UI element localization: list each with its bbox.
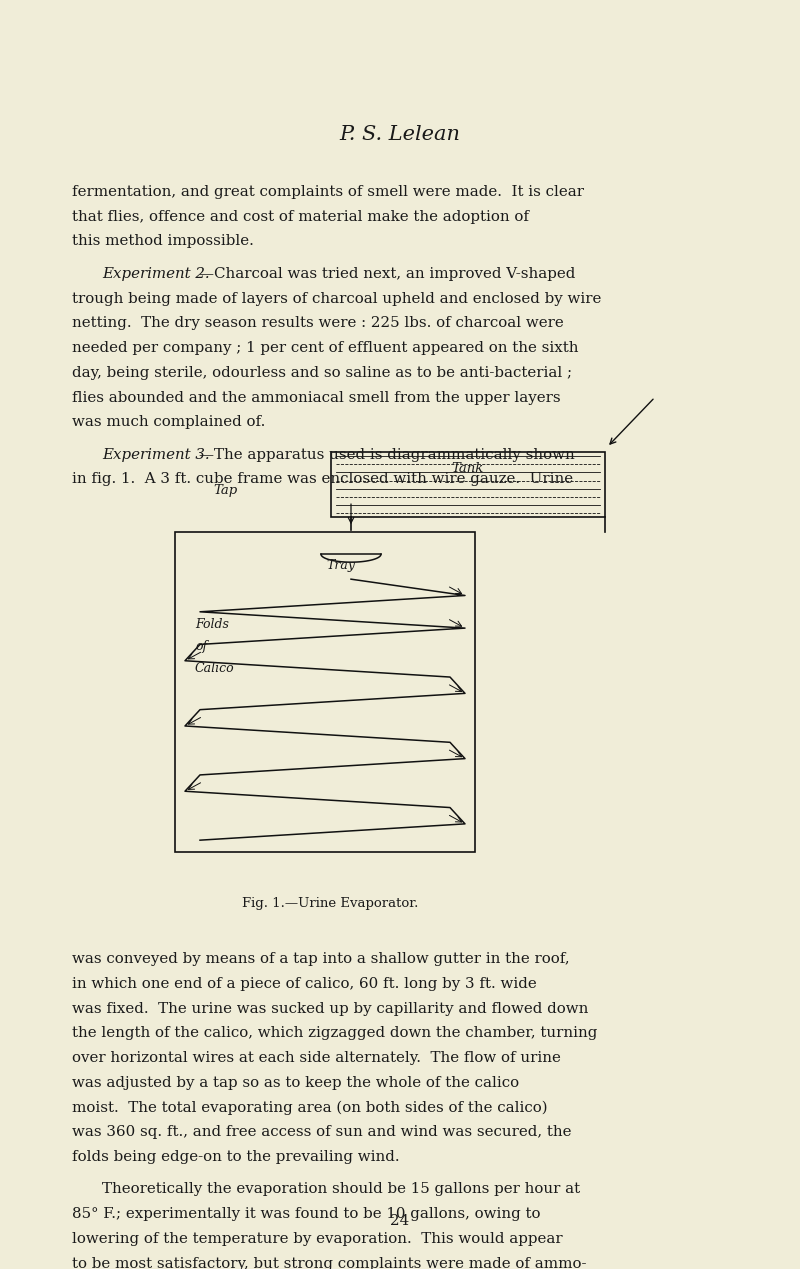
Text: Folds: Folds: [195, 618, 229, 631]
Text: lowering of the temperature by evaporation.  This would appear: lowering of the temperature by evaporati…: [72, 1232, 562, 1246]
Text: Tank: Tank: [452, 462, 484, 475]
Text: the length of the calico, which zigzagged down the chamber, turning: the length of the calico, which zigzagge…: [72, 1027, 598, 1041]
Text: netting.  The dry season results were : 225 lbs. of charcoal were: netting. The dry season results were : 2…: [72, 316, 564, 330]
Text: that flies, offence and cost of material make the adoption of: that flies, offence and cost of material…: [72, 209, 529, 223]
Bar: [175, 532, 475, 853]
Text: —Charcoal was tried next, an improved V-shaped: —Charcoal was tried next, an improved V-…: [199, 266, 575, 280]
Text: 85° F.; experimentally it was found to be 10 gallons, owing to: 85° F.; experimentally it was found to b…: [72, 1207, 541, 1221]
Text: over horizontal wires at each side alternately.  The flow of urine: over horizontal wires at each side alter…: [72, 1051, 561, 1065]
Text: P. S. Lelean: P. S. Lelean: [339, 126, 461, 145]
Text: day, being sterile, odourless and so saline as to be anti-bacterial ;: day, being sterile, odourless and so sal…: [72, 365, 572, 379]
Text: was fixed.  The urine was sucked up by capillarity and flowed down: was fixed. The urine was sucked up by ca…: [72, 1001, 588, 1015]
Text: was much complained of.: was much complained of.: [72, 415, 266, 429]
Text: Tap: Tap: [213, 485, 237, 497]
Text: Calico: Calico: [195, 661, 234, 675]
Text: was 360 sq. ft., and free access of sun and wind was secured, the: was 360 sq. ft., and free access of sun …: [72, 1126, 571, 1140]
Text: trough being made of layers of charcoal upheld and enclosed by wire: trough being made of layers of charcoal …: [72, 292, 602, 306]
Text: this method impossible.: this method impossible.: [72, 235, 254, 249]
Text: fermentation, and great complaints of smell were made.  It is clear: fermentation, and great complaints of sm…: [72, 185, 584, 199]
Text: to be most satisfactory, but strong complaints were made of ammo-: to be most satisfactory, but strong comp…: [72, 1256, 586, 1269]
Text: 24: 24: [390, 1214, 410, 1228]
Text: was conveyed by means of a tap into a shallow gutter in the roof,: was conveyed by means of a tap into a sh…: [72, 952, 570, 966]
Text: Theoretically the evaporation should be 15 gallons per hour at: Theoretically the evaporation should be …: [102, 1183, 580, 1197]
Text: Fig. 1.—Urine Evaporator.: Fig. 1.—Urine Evaporator.: [242, 897, 418, 910]
Text: flies abounded and the ammoniacal smell from the upper layers: flies abounded and the ammoniacal smell …: [72, 391, 561, 405]
Text: moist.  The total evaporating area (on both sides of the calico): moist. The total evaporating area (on bo…: [72, 1100, 547, 1115]
Text: was adjusted by a tap so as to keep the whole of the calico: was adjusted by a tap so as to keep the …: [72, 1076, 519, 1090]
Text: in fig. 1.  A 3 ft. cube frame was enclosed with wire gauze.  Urine: in fig. 1. A 3 ft. cube frame was enclos…: [72, 472, 573, 486]
Text: folds being edge-on to the prevailing wind.: folds being edge-on to the prevailing wi…: [72, 1150, 400, 1164]
Text: Experiment 3.: Experiment 3.: [102, 448, 210, 462]
Text: of: of: [195, 640, 207, 652]
Text: Experiment 2.: Experiment 2.: [102, 266, 210, 280]
Bar: [331, 452, 605, 518]
Text: —The apparatus used is diagrammatically shown: —The apparatus used is diagrammatically …: [199, 448, 574, 462]
Text: in which one end of a piece of calico, 60 ft. long by 3 ft. wide: in which one end of a piece of calico, 6…: [72, 977, 537, 991]
Text: needed per company ; 1 per cent of effluent appeared on the sixth: needed per company ; 1 per cent of efflu…: [72, 341, 578, 355]
Text: Tray: Tray: [326, 560, 355, 572]
